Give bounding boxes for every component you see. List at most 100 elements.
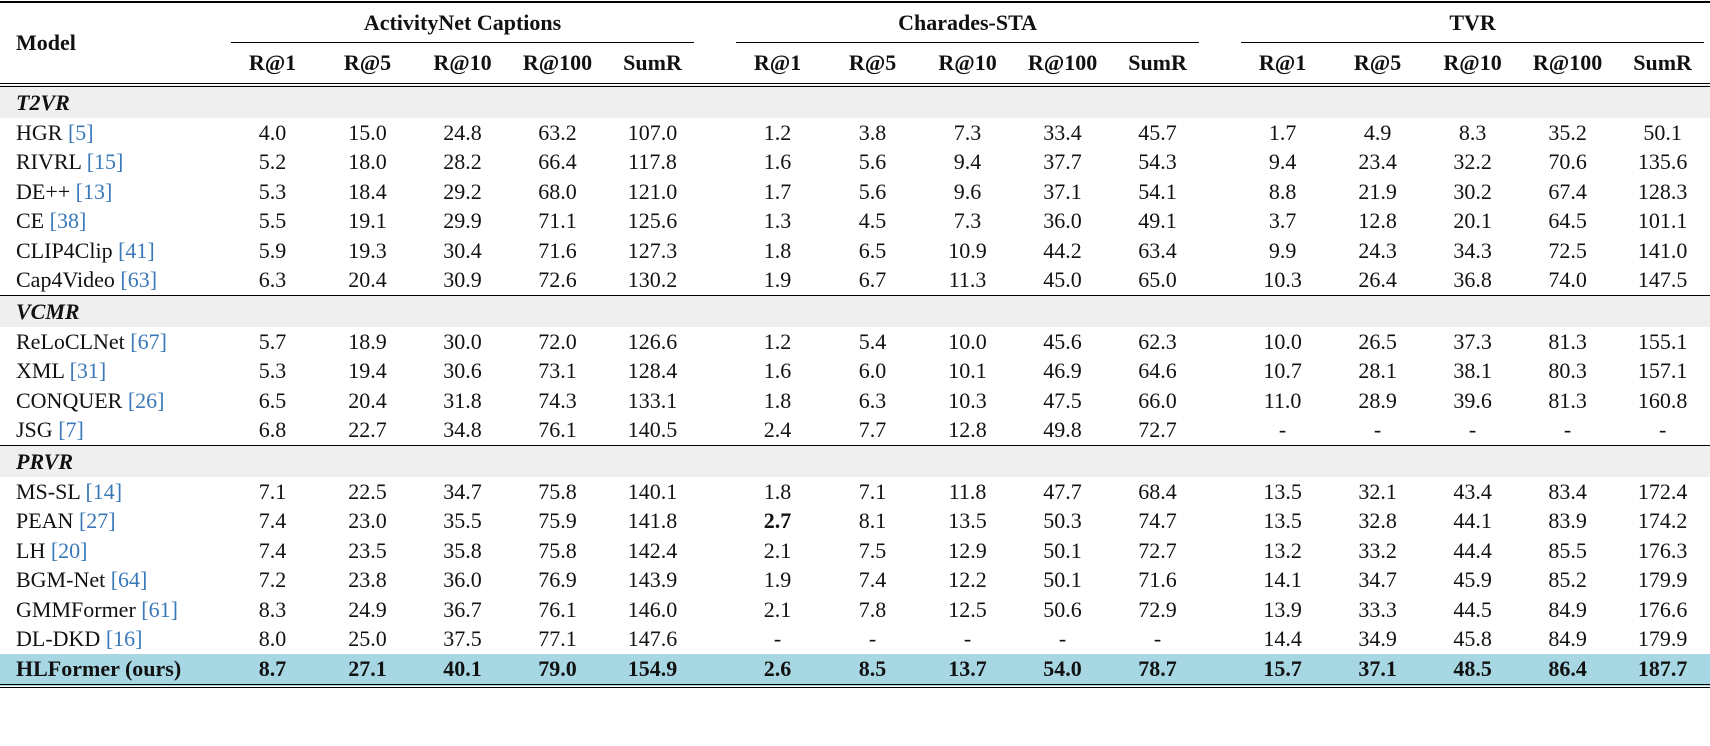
value-cell: 23.5 — [348, 537, 387, 563]
value-cell: 155.1 — [1637, 328, 1688, 354]
value-cell: 44.5 — [1453, 596, 1492, 622]
model-cell: Cap4Video [63] — [0, 266, 225, 296]
model-cell: DE++ [13] — [0, 177, 225, 207]
value-cell: 50.1 — [1043, 567, 1082, 593]
gap — [700, 536, 730, 566]
value-cell: 128.4 — [627, 358, 678, 384]
value-cell: 10.0 — [1263, 328, 1302, 354]
value-cell: 1.8 — [763, 237, 792, 263]
value-cell: 86.4 — [1520, 654, 1616, 688]
gap — [700, 654, 731, 688]
value-cell: 34.9 — [1358, 626, 1397, 652]
citation: [38] — [49, 208, 87, 234]
value-cell: 1.7 — [1268, 119, 1297, 145]
value-cell: 63.2 — [538, 119, 577, 145]
value-cell: 22.5 — [348, 478, 387, 504]
value-cell: 2.6 — [730, 654, 826, 688]
value-cell: 14.4 — [1263, 626, 1302, 652]
value-cell: 72.7 — [1138, 417, 1177, 443]
model-cell: PEAN [27] — [0, 507, 225, 537]
data-row: JSG [7] 6.8 22.7 34.8 76.1 140.5 2.4 7.7 12.8 49.… — [0, 416, 1710, 446]
value-cell: 6.3 — [258, 267, 287, 293]
value-cell: 7.8 — [858, 596, 887, 622]
value-cell: 187.7 — [1615, 654, 1710, 688]
citation: [63] — [120, 267, 158, 293]
value-cell: 5.6 — [858, 149, 887, 175]
value-cell: 12.9 — [948, 537, 987, 563]
value-cell: 12.8 — [1358, 208, 1397, 234]
value-cell: 46.9 — [1043, 358, 1082, 384]
gap — [1205, 207, 1235, 237]
metric-header: R@1 — [730, 43, 826, 87]
value-cell: 38.1 — [1453, 358, 1492, 384]
gap — [700, 327, 730, 357]
model-cell: XML [31] — [0, 357, 225, 387]
gap — [700, 625, 730, 655]
value-cell: 12.5 — [948, 596, 987, 622]
gap — [1205, 386, 1235, 416]
value-cell: 65.0 — [1138, 267, 1177, 293]
citation: [16] — [105, 626, 143, 652]
value-cell: 67.4 — [1548, 178, 1587, 204]
header-row: Model ActivityNet Captions Charades-STA TVR — [0, 2, 1710, 87]
value-cell: 1.9 — [763, 567, 792, 593]
metric-header: R@1 — [1235, 43, 1331, 87]
value-cell: 27.1 — [320, 654, 415, 688]
value-cell: 33.3 — [1358, 596, 1397, 622]
value-cell: 176.3 — [1637, 537, 1688, 563]
value-cell: 176.6 — [1637, 596, 1688, 622]
value-cell: 7.2 — [258, 567, 287, 593]
value-cell: 23.8 — [348, 567, 387, 593]
value-cell: 26.4 — [1358, 267, 1397, 293]
value-cell: 6.5 — [858, 237, 887, 263]
value-cell: 40.1 — [415, 654, 510, 688]
value-cell: 5.6 — [858, 178, 887, 204]
value-cell: 1.9 — [763, 267, 792, 293]
value-cell: 5.5 — [258, 208, 287, 234]
value-cell: 30.0 — [443, 328, 482, 354]
model-cell: BGM-Net [64] — [0, 566, 225, 596]
model-name: CONQUER — [16, 387, 123, 413]
gap — [1205, 327, 1235, 357]
value-cell: 30.2 — [1453, 178, 1492, 204]
results-table: Model ActivityNet Captions Charades-STA TVR… — [0, 1, 1710, 688]
metric-header: SumR — [1615, 43, 1710, 87]
value-cell: 8.5 — [825, 654, 921, 688]
value-cell: 25.0 — [348, 626, 387, 652]
gap — [700, 507, 730, 537]
value-cell: 44.1 — [1453, 508, 1492, 534]
value-cell: 147.5 — [1637, 267, 1688, 293]
gap — [1205, 177, 1235, 207]
value-cell: 174.2 — [1637, 508, 1688, 534]
group-header: Charades-STA — [730, 2, 1205, 43]
model-name: CE — [16, 208, 45, 234]
value-cell: 50.6 — [1043, 596, 1082, 622]
metric-header: R@10 — [920, 43, 1016, 87]
data-row: RIVRL [15] 5.2 18.0 28.2 66.4 117.8 1.6 5.6 9.4 3… — [0, 148, 1710, 178]
data-row: CE [38] 5.5 19.1 29.9 71.1 125.6 1.3 4.5 7.3 36.0… — [0, 207, 1710, 237]
value-cell: 64.6 — [1138, 358, 1177, 384]
gap — [1205, 536, 1235, 566]
value-cell: 10.3 — [1263, 267, 1302, 293]
value-cell: 34.7 — [1358, 567, 1397, 593]
citation: [26] — [127, 387, 165, 413]
model-cell: HLFormer (ours) — [0, 654, 225, 688]
value-cell: 8.1 — [858, 508, 887, 534]
citation: [31] — [69, 358, 107, 384]
gap — [700, 416, 730, 446]
value-cell: 35.2 — [1548, 119, 1587, 145]
value-cell: 70.6 — [1548, 149, 1587, 175]
value-cell: 54.3 — [1138, 149, 1177, 175]
value-cell: 6.0 — [858, 358, 887, 384]
value-cell: 13.5 — [1263, 478, 1302, 504]
model-name: GMMFormer — [16, 596, 136, 622]
value-cell: 43.4 — [1453, 478, 1492, 504]
value-cell: 140.1 — [627, 478, 678, 504]
data-row: PEAN [27] 7.4 23.0 35.5 75.9 141.8 2.7 8.1 13.5 5… — [0, 507, 1710, 537]
gap — [700, 2, 730, 43]
metric-header: R@10 — [1425, 43, 1521, 87]
value-cell: 3.8 — [858, 119, 887, 145]
metric-header: R@10 — [415, 43, 510, 87]
value-cell: 19.1 — [348, 208, 387, 234]
